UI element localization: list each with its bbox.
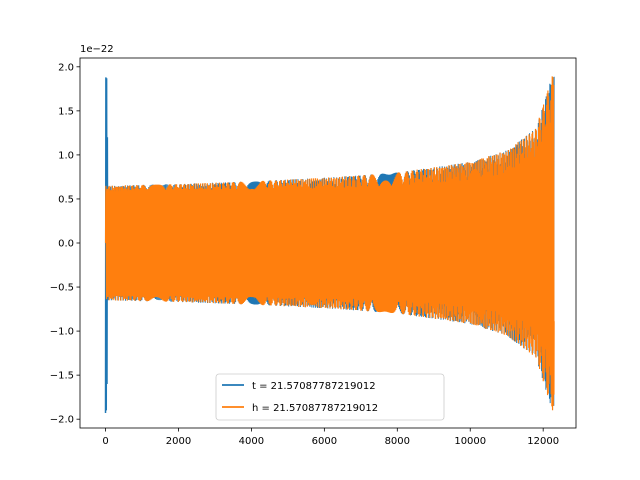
legend-label-h: h = 21.57087787219012 <box>252 403 378 414</box>
x-tick-label: 12000 <box>527 436 559 447</box>
series-layer <box>104 76 555 414</box>
y-tick-label: −0.5 <box>50 283 74 294</box>
x-tick-label: 0 <box>102 436 108 447</box>
y-tick-label: 0.5 <box>58 194 74 205</box>
x-axis: 0 2000 4000 6000 8000 10000 12000 <box>102 428 559 447</box>
y-axis: −2.0 −1.5 −1.0 −0.5 0.0 0.5 1.0 1.5 2.0 <box>50 62 80 426</box>
legend-box <box>215 373 445 421</box>
y-tick-label: 1.5 <box>58 106 74 117</box>
y-tick-label: 1.0 <box>58 150 74 161</box>
x-tick-label: 4000 <box>239 436 264 447</box>
x-tick-label: 6000 <box>312 436 337 447</box>
y-tick-label: −1.0 <box>50 327 74 338</box>
y-tick-label: −2.0 <box>50 415 74 426</box>
series-h-line <box>104 76 555 411</box>
y-scale-offset-label: 1e−22 <box>80 44 114 55</box>
x-tick-label: 2000 <box>166 436 191 447</box>
y-tick-label: −1.5 <box>50 371 74 382</box>
legend-label-t: t = 21.57087787219012 <box>252 381 376 392</box>
x-tick-label: 8000 <box>385 436 410 447</box>
legend: t = 21.57087787219012 h = 21.57087787219… <box>215 373 445 421</box>
y-tick-label: 2.0 <box>58 62 74 73</box>
x-tick-label: 10000 <box>454 436 486 447</box>
y-tick-label: 0.0 <box>58 239 74 250</box>
series-t-spike <box>104 77 109 414</box>
